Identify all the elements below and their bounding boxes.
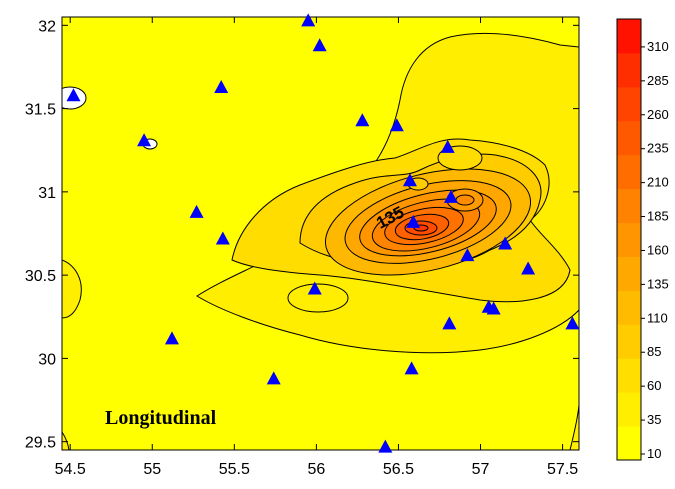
station-marker (214, 79, 229, 93)
colorbar-label: 60 (647, 378, 661, 393)
y-tick-label: 30 (38, 351, 56, 368)
station-marker (378, 439, 393, 453)
colorbar-label: 135 (647, 276, 669, 291)
colorbar-swatch (617, 222, 641, 257)
colorbar-swatch (617, 290, 641, 325)
station-marker (215, 231, 230, 245)
station-marker (164, 331, 179, 345)
y-tick-label: 30.5 (25, 268, 56, 285)
station-marker (486, 301, 501, 315)
chart-title: Longitudinal (105, 407, 217, 429)
x-tick-label: 55.5 (219, 461, 250, 478)
station-marker (404, 361, 419, 375)
colorbar-label: 85 (647, 344, 661, 359)
colorbar-label: 10 (647, 446, 661, 461)
colorbar-swatch (617, 358, 641, 393)
station-marker (137, 133, 152, 147)
station-marker (440, 139, 455, 153)
colorbar-label: 110 (647, 310, 668, 325)
y-tick-label: 32 (38, 18, 56, 35)
contour-fill (62, 17, 579, 450)
colorbar-swatch (617, 426, 641, 461)
station-marker (66, 88, 81, 102)
x-tick-label: 56 (307, 461, 325, 478)
station-marker (266, 371, 281, 385)
y-tick-label: 31.5 (25, 102, 56, 119)
x-tick-label: 54.5 (55, 461, 86, 478)
contour-level-35-west (62, 259, 82, 319)
colorbar-label: 235 (647, 141, 669, 156)
station-marker (301, 13, 316, 27)
plot-frame (61, 16, 580, 451)
station-markers (66, 13, 580, 453)
station-marker (460, 248, 475, 262)
station-marker (389, 118, 404, 132)
colorbar-swatch (617, 154, 641, 190)
x-tick-label: 57 (472, 461, 490, 478)
contour-low-1 (287, 283, 349, 313)
colorbar-swatch (617, 392, 641, 427)
station-marker (355, 113, 370, 127)
colorbar: 10 35 60 85 110 135 160 185 210 235 260 285 310 (616, 18, 669, 461)
contour-level-35-sw (62, 431, 70, 450)
colorbar-swatch (617, 188, 641, 224)
colorbar-swatch (617, 19, 641, 54)
secondary-peak-inner (455, 194, 475, 206)
colorbar-frame (616, 18, 642, 461)
station-marker (402, 173, 417, 187)
station-marker (498, 236, 513, 250)
colorbar-label: 285 (647, 73, 669, 88)
colorbar-label: 210 (647, 175, 669, 190)
colorbar-swatch (617, 324, 641, 359)
colorbar-label: 185 (647, 209, 669, 224)
station-marker (521, 261, 536, 275)
station-marker (189, 204, 204, 218)
station-marker (565, 316, 580, 330)
station-marker (442, 316, 457, 330)
colorbar-swatch (617, 52, 641, 88)
colorbar-label: 160 (647, 242, 669, 257)
x-tick-label: 57.5 (547, 461, 578, 478)
colorbar-label: 310 (647, 39, 669, 54)
colorbar-label: 260 (647, 107, 669, 122)
station-marker (443, 189, 458, 203)
colorbar-label: 35 (647, 412, 661, 427)
axes: 54.5 55 55.5 56 56.5 57 57.5 29.5 30 30.5 31 31.5 32 (25, 17, 579, 478)
colorbar-swatch (617, 86, 641, 122)
y-tick-label: 31 (38, 185, 56, 202)
x-tick-label: 55 (143, 461, 161, 478)
colorbar-swatch (617, 120, 641, 156)
station-marker (312, 38, 327, 52)
station-marker (406, 214, 421, 228)
y-tick-label: 29.5 (25, 435, 56, 452)
station-marker (307, 281, 322, 295)
x-tick-label: 56.5 (383, 461, 414, 478)
colorbar-swatch (617, 256, 641, 291)
